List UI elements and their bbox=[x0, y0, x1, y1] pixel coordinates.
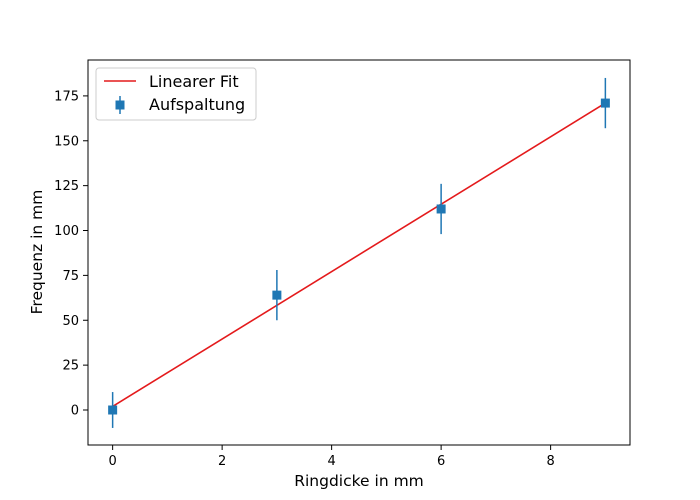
y-tick-label: 150 bbox=[54, 134, 79, 149]
plot-frame bbox=[87, 59, 631, 446]
x-axis-ticks: 0 2 4 6 8 bbox=[108, 445, 555, 469]
legend-points-marker bbox=[115, 100, 125, 110]
data-point-marker bbox=[600, 98, 610, 108]
data-points-layer bbox=[108, 77, 610, 428]
y-tick-label: 50 bbox=[62, 314, 79, 329]
legend-points-label: Aufspaltung bbox=[149, 95, 245, 114]
y-tick-label: 0 bbox=[71, 404, 79, 419]
y-tick-label: 25 bbox=[62, 359, 79, 374]
y-tick-label: 100 bbox=[54, 224, 79, 239]
legend-fit-label: Linearer Fit bbox=[149, 72, 239, 91]
y-tick-label: 125 bbox=[54, 179, 79, 194]
y-tick-label: 75 bbox=[62, 269, 79, 284]
y-axis-ticks: 0 25 50 75 100 125 150 175 bbox=[54, 89, 88, 419]
fit-line bbox=[112, 102, 606, 408]
legend: Linearer Fit Aufspaltung bbox=[95, 67, 257, 121]
data-point-marker bbox=[108, 405, 118, 415]
x-tick-label: 6 bbox=[437, 454, 445, 469]
x-tick-label: 2 bbox=[218, 454, 226, 469]
x-tick-label: 8 bbox=[546, 454, 554, 469]
data-point-marker bbox=[436, 204, 446, 214]
x-axis-label: Ringdicke in mm bbox=[294, 472, 424, 490]
x-tick-label: 0 bbox=[108, 454, 116, 469]
x-tick-label: 4 bbox=[327, 454, 335, 469]
fit-line-layer bbox=[112, 102, 606, 408]
data-point-marker bbox=[272, 290, 282, 300]
y-tick-label: 175 bbox=[54, 89, 79, 104]
y-axis-label: Frequenz in mm bbox=[28, 190, 46, 315]
